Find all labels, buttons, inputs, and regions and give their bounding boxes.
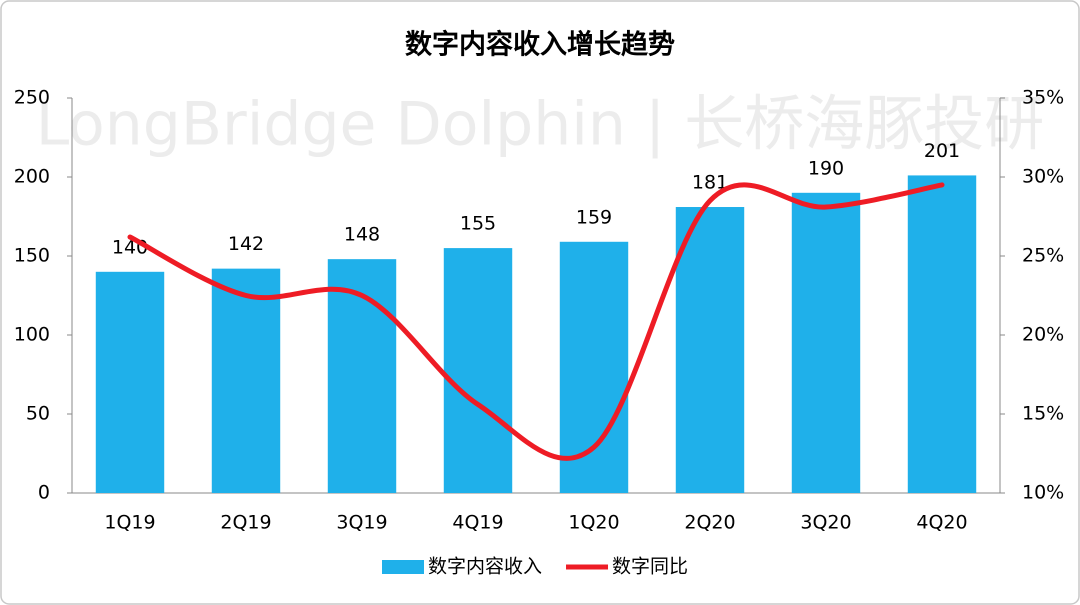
x-tick-label: 1Q19 — [104, 512, 155, 534]
data-label: 148 — [344, 224, 380, 246]
x-tick-label: 3Q19 — [336, 512, 387, 534]
y-tick-label: 50 — [26, 403, 50, 425]
bar — [675, 207, 745, 493]
x-tick-label: 4Q19 — [452, 512, 503, 534]
bar — [95, 271, 165, 493]
y-tick-label: 0 — [38, 482, 50, 504]
data-label: 201 — [924, 140, 960, 162]
legend-label: 数字内容收入 — [428, 556, 542, 578]
y-tick-label: 100 — [14, 324, 50, 346]
bar — [211, 268, 281, 493]
x-tick-label: 2Q19 — [220, 512, 271, 534]
chart-title: 数字内容收入增长趋势 — [405, 29, 675, 61]
data-label: 190 — [808, 157, 844, 179]
bar — [443, 248, 513, 493]
legend: 数字内容收入 数字同比 — [382, 556, 688, 578]
bar — [559, 241, 629, 493]
watermark: LongBridge Dolphin | 长桥海豚投研 — [36, 90, 1045, 160]
data-label: 142 — [228, 233, 264, 255]
x-tick-label: 4Q20 — [916, 512, 967, 534]
data-label: 159 — [576, 206, 612, 228]
legend-label: 数字同比 — [612, 556, 688, 578]
data-label: 181 — [692, 172, 728, 194]
x-tick-label: 2Q20 — [684, 512, 735, 534]
data-label: 155 — [460, 213, 496, 235]
y2-tick-label: 20% — [1022, 324, 1064, 346]
y2-tick-label: 10% — [1022, 482, 1064, 504]
legend-item: 数字内容收入 — [382, 556, 542, 578]
y-tick-label: 250 — [14, 87, 50, 109]
x-tick-label: 1Q20 — [568, 512, 619, 534]
bar — [907, 175, 977, 494]
y-tick-label: 200 — [14, 166, 50, 188]
bar — [791, 192, 861, 494]
x-tick-label: 3Q20 — [800, 512, 851, 534]
legend-item: 数字同比 — [566, 556, 688, 578]
y2-tick-label: 25% — [1022, 245, 1064, 267]
line — [127, 182, 945, 461]
y2-tick-label: 30% — [1022, 166, 1064, 188]
y-tick-label: 150 — [14, 245, 50, 267]
y2-tick-label: 35% — [1022, 87, 1064, 109]
y2-tick-label: 15% — [1022, 403, 1064, 425]
legend-swatch — [382, 560, 424, 574]
